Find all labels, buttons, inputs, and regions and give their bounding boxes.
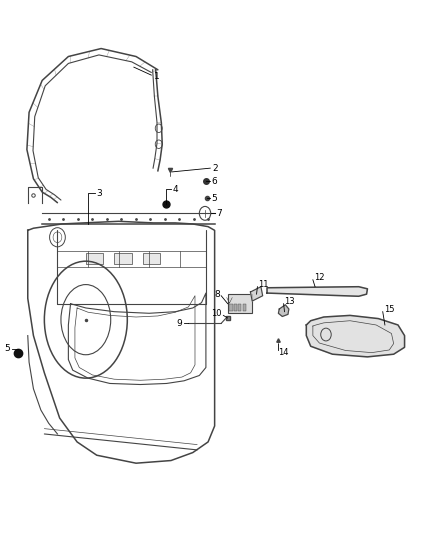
Text: 11: 11: [258, 280, 269, 289]
Bar: [234, 304, 237, 311]
Text: 3: 3: [96, 189, 102, 198]
Text: 5: 5: [212, 194, 217, 203]
Text: 15: 15: [384, 304, 395, 313]
Bar: [228, 294, 252, 313]
Text: 5: 5: [4, 344, 11, 353]
Polygon shape: [267, 287, 367, 296]
Text: 4: 4: [172, 185, 178, 194]
Text: 1: 1: [153, 71, 159, 80]
Text: 6: 6: [212, 177, 217, 186]
Text: 14: 14: [278, 348, 289, 357]
Polygon shape: [251, 287, 263, 301]
FancyBboxPatch shape: [114, 253, 132, 264]
Polygon shape: [279, 305, 289, 317]
Text: 9: 9: [176, 319, 182, 328]
FancyBboxPatch shape: [86, 253, 103, 264]
Bar: [243, 304, 246, 311]
Text: 12: 12: [314, 273, 325, 281]
Bar: [238, 304, 241, 311]
Text: 2: 2: [212, 164, 218, 173]
Polygon shape: [306, 316, 405, 357]
Text: 7: 7: [216, 209, 222, 218]
FancyBboxPatch shape: [143, 253, 160, 264]
Text: 8: 8: [214, 289, 220, 298]
Bar: [230, 304, 233, 311]
Text: 10: 10: [212, 309, 222, 318]
Text: 13: 13: [285, 296, 295, 305]
